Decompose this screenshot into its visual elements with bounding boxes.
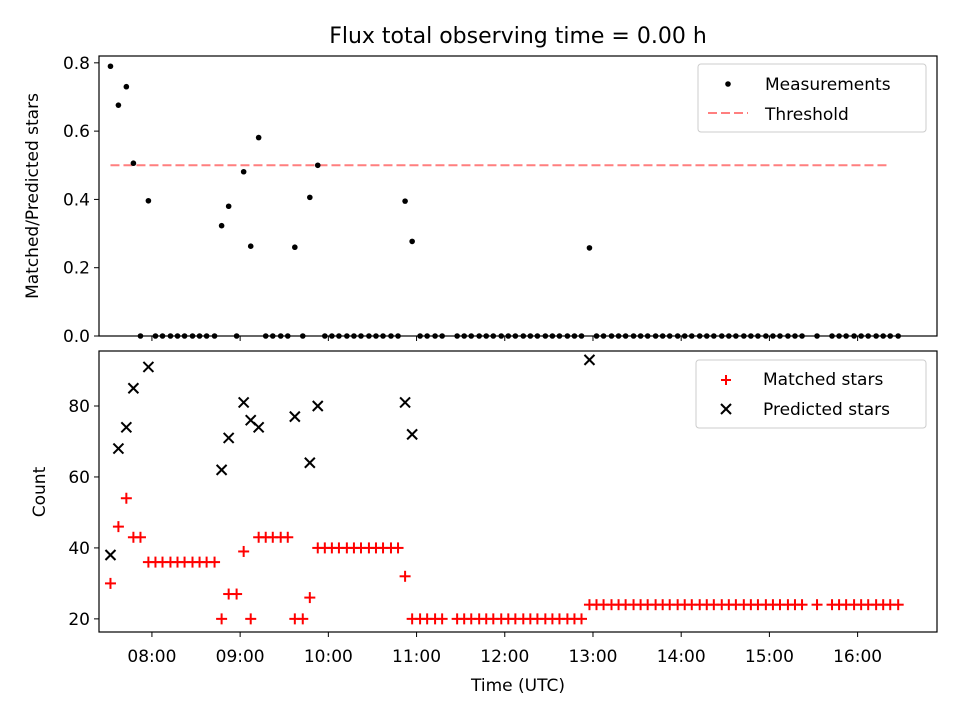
matched-point (436, 613, 448, 625)
measurement-point (115, 102, 122, 108)
predicted-point (304, 457, 316, 469)
matched-point (112, 521, 124, 533)
predicted-point (583, 354, 596, 366)
bottom-axes-frame (98, 350, 938, 633)
bottom-xtick-label: 14:00 (657, 647, 706, 667)
matched-point (104, 577, 116, 589)
bottom-xtick-label: 13:00 (568, 647, 617, 667)
matched-point (238, 545, 250, 557)
bottom-marks (104, 354, 904, 625)
bottom-ylabel: Count (30, 466, 50, 517)
legend-matched-label: Matched stars (763, 370, 883, 390)
legend-matched-marker (721, 375, 731, 385)
predicted-point (237, 396, 250, 409)
predicted-point (142, 361, 155, 373)
top-legend-box (697, 63, 927, 133)
matched-point (297, 613, 309, 625)
predicted-point (406, 428, 418, 441)
bottom-xtick-label: 16:00 (833, 647, 882, 667)
predicted-point (127, 382, 140, 394)
bottom-ytick-label: 40 (68, 539, 90, 559)
bottom-legend-box (695, 359, 927, 429)
measurement-point (255, 134, 262, 141)
measurement-point (307, 194, 313, 201)
matched-point (245, 613, 257, 625)
top-ytick-label: 0.2 (63, 259, 90, 279)
predicted-point (104, 549, 117, 561)
bottom-ytick-label: 20 (68, 610, 90, 630)
top-panel: Matched/Predicted stars 0.00.20.40.60.8 … (23, 54, 938, 347)
matched-point (120, 492, 132, 504)
bottom-ticks: 20 40 60 80 08:00 09:00 10:00 11:00 12:00 13:00 14… (68, 397, 882, 667)
legend-predicted-label: Predicted stars (763, 400, 890, 420)
bottom-ytick-label: 60 (68, 468, 90, 488)
top-ticks: 0.0 0.2 0.4 0.6 0.8 (63, 54, 859, 347)
top-ytick-label: 0.0 (63, 327, 90, 347)
matched-point (216, 613, 228, 625)
bottom-xlabel: Time (UTC) (470, 676, 565, 696)
measurement-point (292, 244, 298, 251)
predicted-point (222, 432, 235, 444)
matched-point (134, 531, 146, 543)
top-legend: Measurements Threshold (697, 63, 927, 133)
matched-point (576, 613, 588, 625)
matched-point (282, 531, 294, 543)
measurement-point (225, 203, 232, 210)
measurement-point (586, 245, 593, 251)
legend-predicted-marker (720, 403, 732, 415)
measurement-point (145, 197, 152, 204)
matched-point (892, 599, 904, 611)
bottom-xtick-label: 12:00 (480, 647, 529, 667)
measurement-point (240, 168, 247, 175)
predicted-point (289, 410, 301, 423)
measurement-point (218, 222, 225, 229)
matched-point (399, 570, 411, 582)
measurement-point (107, 63, 114, 70)
bottom-legend: Matched stars Predicted stars (695, 359, 927, 429)
measurement-point (402, 198, 408, 204)
measurement-point (247, 243, 254, 249)
matched-point (231, 588, 243, 600)
predicted-point (252, 421, 265, 433)
matched-point (392, 542, 404, 554)
bottom-xtick-label: 09:00 (216, 647, 265, 667)
legend-measurement-marker (725, 81, 731, 87)
top-ylabel: Matched/Predicted stars (23, 93, 43, 299)
predicted-point (112, 442, 125, 455)
bottom-panel: Count Time (UTC) 20 40 60 80 08:00 09:00 10:00… (30, 350, 938, 696)
bottom-xtick-label: 11:00 (392, 647, 441, 667)
matched-point (796, 599, 808, 611)
top-axes-frame (98, 55, 938, 337)
predicted-point (120, 421, 133, 433)
measurement-point (123, 83, 130, 90)
matched-point (811, 599, 823, 611)
bottom-xtick-label: 10:00 (304, 647, 353, 667)
legend-measurements-label: Measurements (765, 75, 891, 95)
measurement-point (130, 160, 137, 167)
matched-point (209, 556, 221, 568)
bottom-ytick-label: 80 (68, 397, 90, 417)
top-ytick-label: 0.6 (63, 122, 90, 142)
figure-title: Flux total observing time = 0.00 h (329, 24, 707, 49)
measurement-point (314, 162, 321, 169)
top-ytick-label: 0.4 (63, 190, 90, 210)
predicted-point (399, 396, 411, 409)
legend-threshold-label: Threshold (764, 105, 849, 125)
bottom-xtick-label: 08:00 (127, 647, 176, 667)
predicted-point (312, 400, 324, 412)
bottom-xtick-label: 15:00 (745, 647, 794, 667)
top-ytick-label: 0.8 (63, 54, 90, 74)
predicted-point (215, 464, 228, 476)
measurement-point (409, 238, 415, 245)
matched-point (304, 592, 316, 604)
